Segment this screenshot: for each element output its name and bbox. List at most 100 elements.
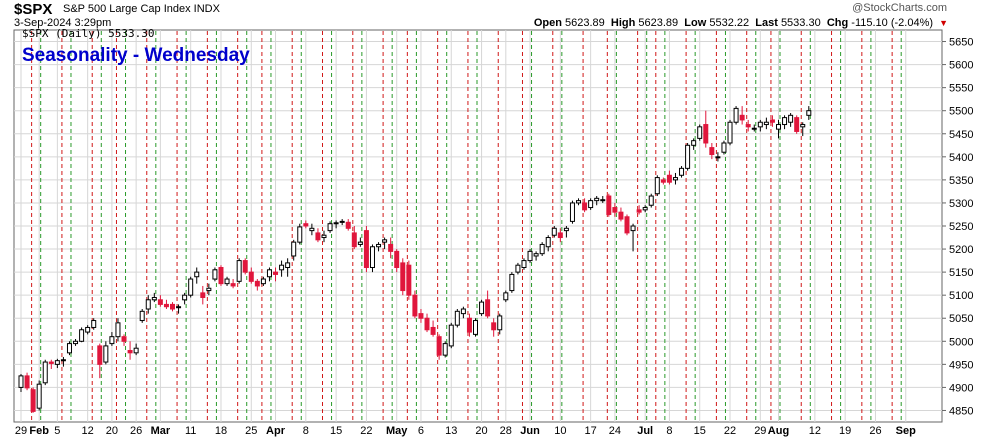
candle-body	[672, 177, 678, 181]
candle-body	[206, 287, 212, 292]
x-tick-label: 15	[694, 425, 706, 437]
candle-body	[509, 273, 515, 292]
x-tick-label: 12	[809, 425, 821, 437]
x-tick-label: 5	[54, 425, 60, 437]
candle-body	[473, 320, 478, 335]
candle-body	[212, 269, 218, 280]
candle-body	[515, 264, 521, 273]
copyright-notice: @StockCharts.com	[852, 2, 947, 14]
candle-body	[382, 239, 388, 243]
x-tick-label: 20	[106, 425, 118, 437]
x-tick-label: 19	[839, 425, 851, 437]
candle-body	[133, 347, 139, 354]
low-value: 5532.22	[709, 17, 750, 29]
quote-datetime: 3-Sep-2024 3:29pm	[14, 17, 112, 29]
candle-body	[582, 202, 588, 211]
candle-body	[606, 195, 612, 215]
candle-body	[109, 336, 115, 345]
candle-body	[321, 234, 327, 239]
high-label: High	[610, 17, 636, 29]
x-tick-label: 22	[360, 425, 372, 437]
candle-body	[776, 124, 781, 130]
candle-body	[545, 237, 551, 248]
candle-body	[303, 223, 309, 227]
candle-body	[297, 226, 303, 243]
candle-body	[503, 292, 509, 301]
candle-body	[685, 144, 691, 169]
x-tick-label: 17	[585, 425, 597, 437]
candle-body	[170, 303, 175, 310]
x-tick-label: 11	[185, 425, 196, 437]
candle-body	[442, 343, 448, 356]
candle-body	[327, 223, 333, 232]
y-tick-label: 5100	[949, 290, 973, 302]
candle-body	[721, 142, 727, 153]
candle-body	[388, 243, 394, 252]
candle-body	[600, 199, 606, 202]
y-tick-label: 4850	[949, 405, 973, 417]
x-tick-label: 15	[330, 425, 342, 437]
candle-body	[648, 195, 654, 206]
candle-body	[466, 317, 472, 333]
x-tick-label: 13	[445, 425, 457, 437]
x-tick-label: 18	[215, 425, 227, 437]
candle-body	[376, 243, 382, 248]
candle-body	[369, 246, 375, 269]
candle-body	[285, 262, 291, 269]
y-tick-label: 5250	[949, 221, 973, 233]
candle-body	[18, 375, 24, 388]
change-value: -115.10 (-2.04%)	[851, 17, 934, 29]
candle-body	[260, 278, 266, 285]
candle-body	[315, 232, 321, 241]
candle-body	[660, 179, 666, 183]
candle-body	[612, 207, 618, 213]
candle-body	[157, 299, 163, 305]
ticker-description: S&P 500 Large Cap Index INDX	[63, 3, 220, 15]
x-tick-label: 26	[869, 425, 881, 437]
candle-body	[533, 253, 539, 257]
x-tick-label: May	[386, 425, 408, 437]
candle-body	[182, 294, 188, 301]
candle-body	[794, 117, 800, 132]
y-tick-label: 4900	[949, 382, 973, 394]
candle-body	[24, 375, 30, 389]
y-tick-label: 5400	[949, 152, 973, 164]
y-tick-label: 4950	[949, 359, 973, 371]
candle-body	[97, 345, 103, 365]
candle-body	[345, 221, 351, 229]
candle-body	[412, 294, 418, 317]
y-tick-label: 5650	[949, 37, 973, 49]
candle-body	[406, 264, 412, 296]
candle-body	[666, 174, 672, 183]
candle-body	[236, 260, 242, 282]
change-label: Chg	[826, 17, 849, 29]
candle-body	[745, 124, 751, 128]
y-tick-label: 5500	[949, 106, 973, 118]
y-tick-label: 5300	[949, 198, 973, 210]
candle-body	[763, 121, 769, 126]
candle-body	[103, 345, 109, 363]
gridlines	[14, 30, 942, 422]
y-tick-label: 5200	[949, 244, 973, 256]
candle-body	[60, 359, 66, 362]
x-tick-label: 10	[554, 425, 566, 437]
candle-body	[121, 336, 127, 342]
y-axis: 4850 4900 4950 5000 5050 5100 5150 5200 5250 5300…	[942, 37, 973, 417]
candle-body	[739, 114, 745, 121]
x-tick-label: Feb	[29, 425, 49, 437]
candle-body	[54, 360, 60, 365]
candle-body	[424, 317, 430, 331]
candle-body	[751, 127, 757, 130]
y-tick-label: 5150	[949, 267, 973, 279]
candle-body	[636, 209, 642, 213]
candle-body	[709, 147, 715, 156]
x-tick-label: 28	[500, 425, 512, 437]
candle-body	[691, 140, 697, 146]
candle-body	[594, 197, 600, 202]
candle-body	[309, 227, 315, 232]
x-tick-label: 26	[130, 425, 142, 437]
chart-title: Seasonality - Wednesday	[22, 45, 250, 66]
series-legend: $SPX (Daily) 5533.30	[22, 27, 155, 40]
candle-body	[679, 167, 685, 176]
low-label: Low	[684, 17, 707, 29]
